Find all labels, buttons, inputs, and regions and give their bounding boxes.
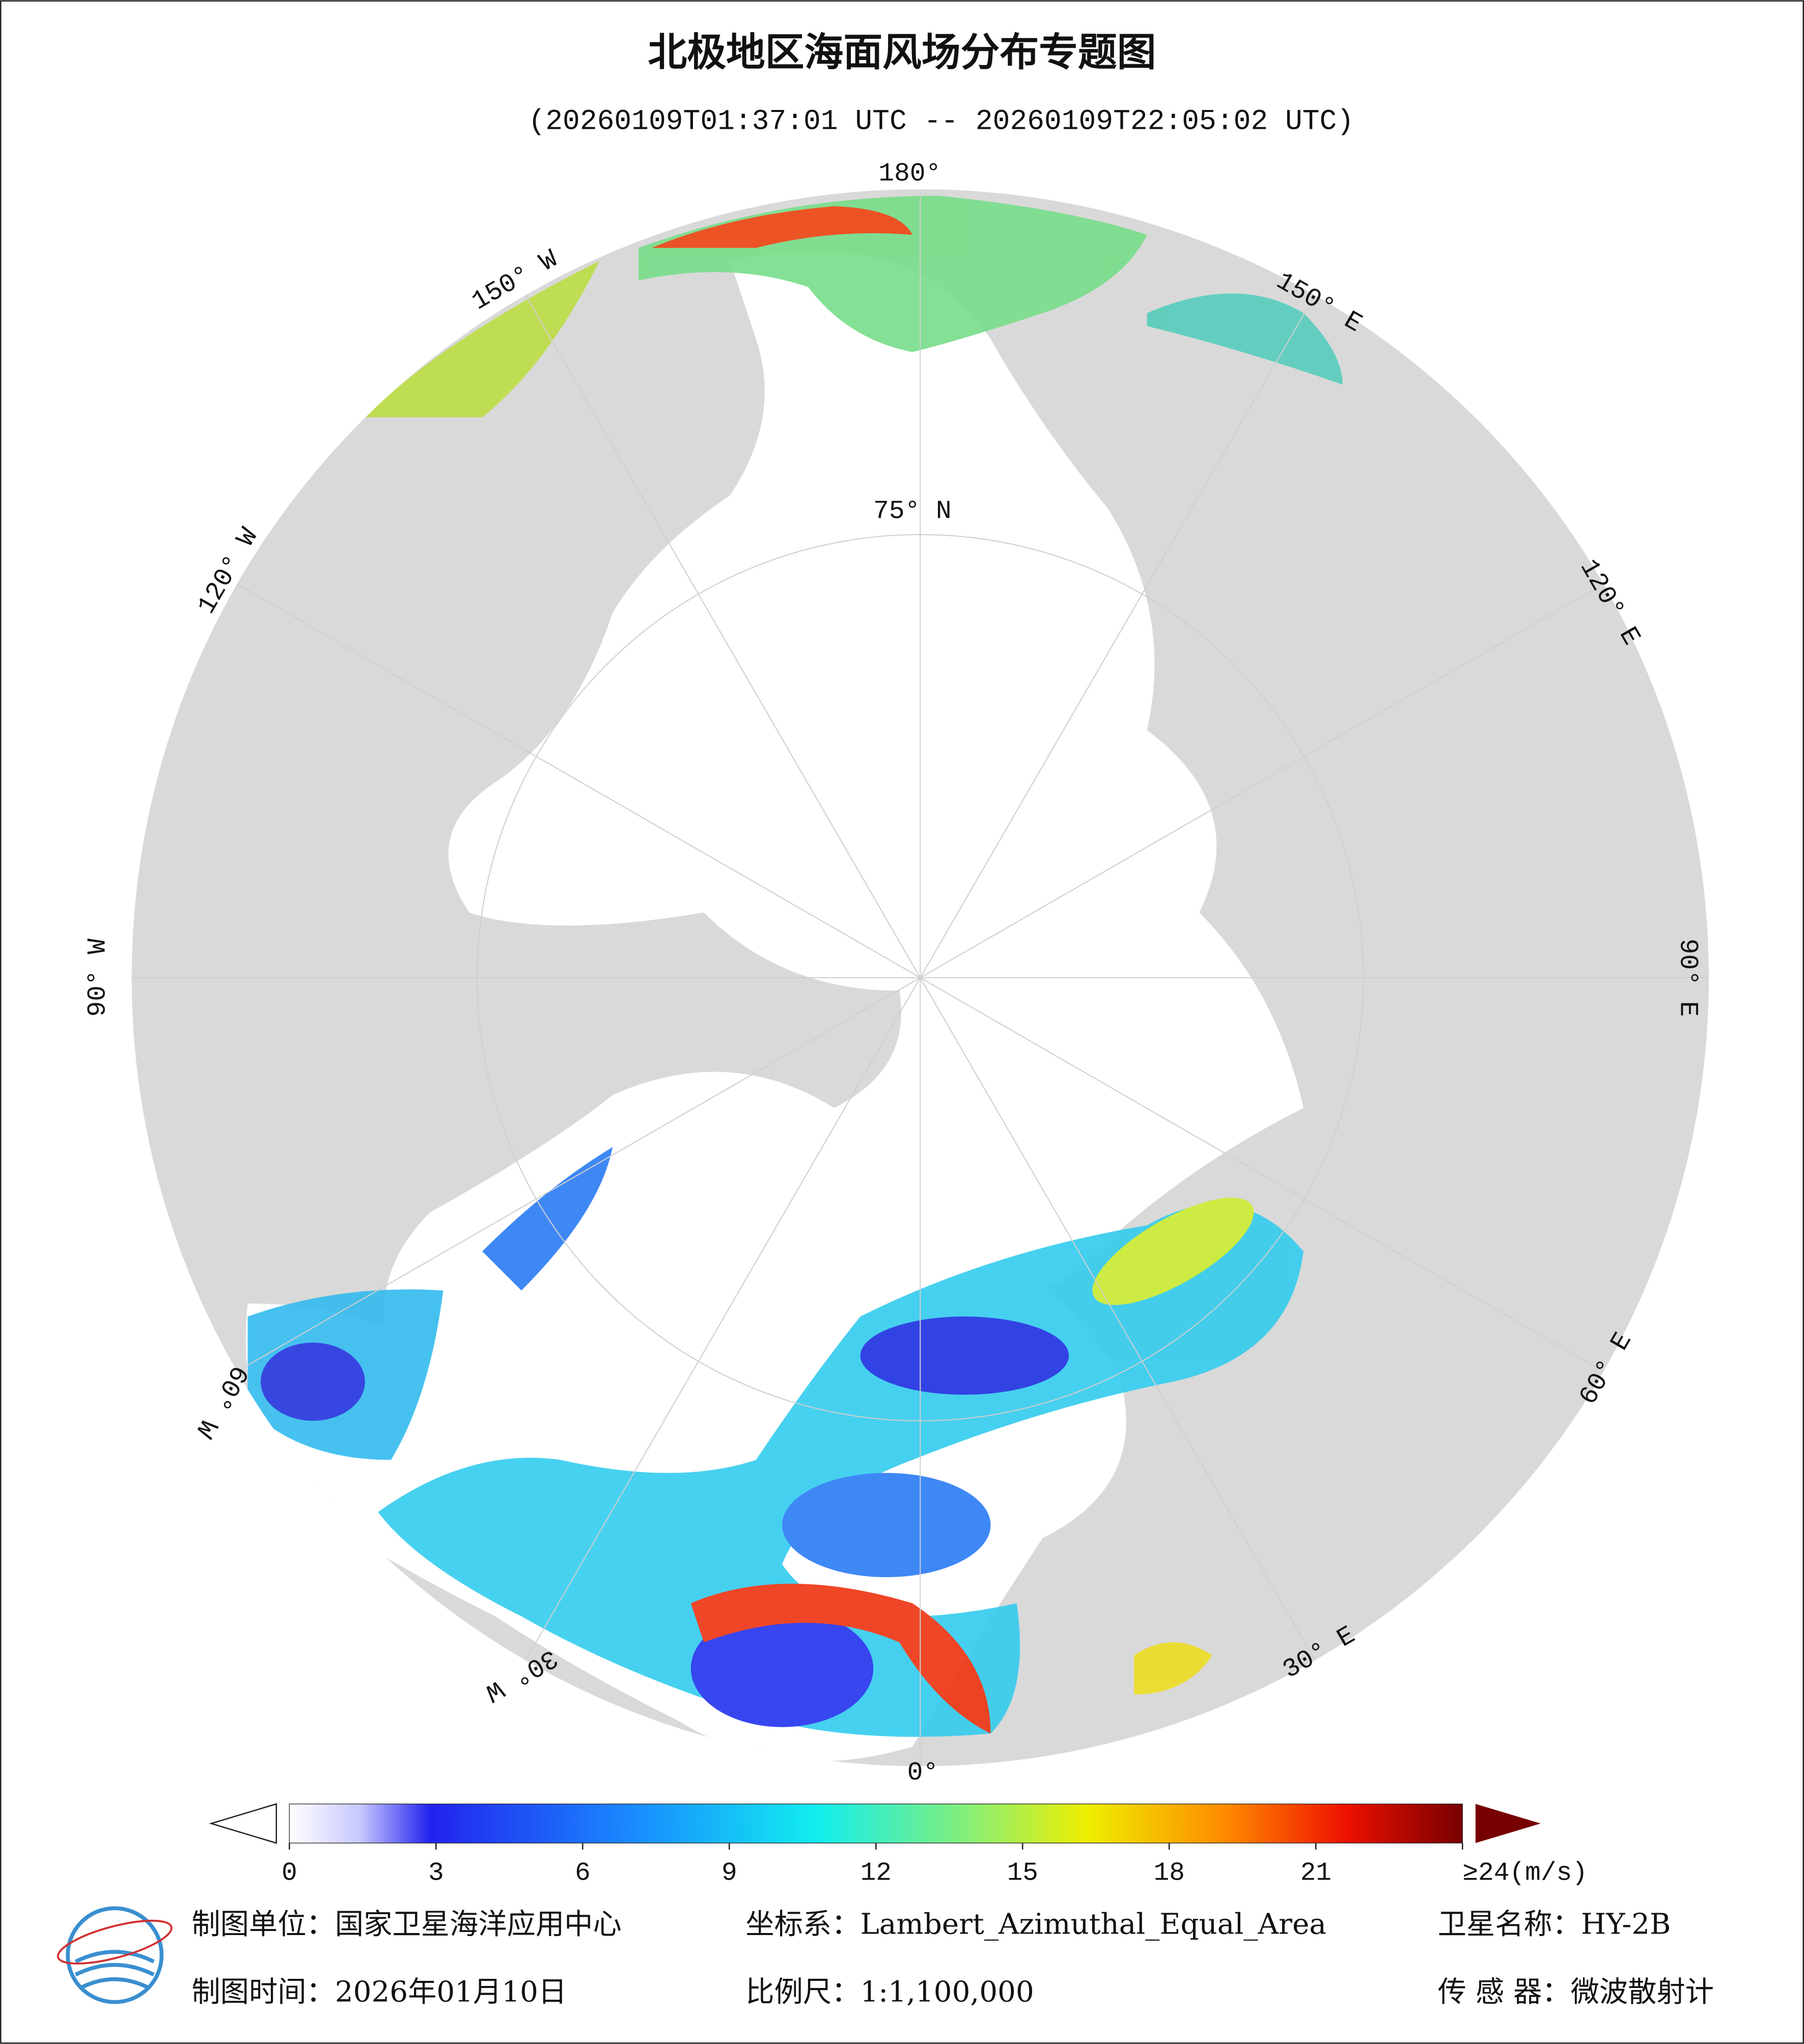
colorbar-max-arrow [1475,1804,1541,1843]
graticule [131,189,1709,1767]
footer-sensor: 传 感 器：微波散射计 [1438,1976,1714,2009]
colorbar-bar [289,1803,1463,1843]
footer-unit: 制图单位：国家卫星海洋应用中心 [191,1908,621,1941]
lat-label: 75° N [873,497,952,526]
wind-field [247,195,1343,1737]
lon-label: 180° [878,159,941,188]
map [131,189,1709,1767]
colorbar-tick-label: 18 [1154,1859,1185,1888]
footer: 制图单位：国家卫星海洋应用中心 坐标系：Lambert_Azimuthal_Eq… [191,1908,1714,2009]
title: 北极地区海面风场分布专题图 [648,30,1156,75]
logo [57,1906,173,2004]
colorbar-min-arrow [209,1803,277,1844]
colorbar-tick-label: 3 [428,1859,444,1888]
ocean [384,251,1303,1499]
footer-projection: 坐标系：Lambert_Azimuthal_Equal_Area [745,1908,1326,1941]
subtitle: (20260109T01:37:01 UTC -- 20260109T22:05… [528,105,1354,137]
colorbar-tick-label: 21 [1300,1859,1331,1888]
lon-label: 90° E [1673,939,1703,1017]
colorbar-tick-label: ≥24(m/s) [1462,1859,1588,1888]
colorbar-tick-label: 0 [282,1859,297,1888]
lon-label: 0° [907,1758,938,1788]
colorbar-tick-label: 6 [575,1859,591,1888]
lon-label: 90° W [84,938,113,1017]
colorbar-tick-label: 9 [721,1859,737,1888]
footer-satellite: 卫星名称：HY-2B [1438,1908,1671,1941]
colorbar-tick-label: 15 [1007,1859,1038,1888]
colorbar: 0 3 6 9 12 15 18 21 ≥24(m/s) [209,1803,1588,1888]
footer-scale: 比例尺：1:1,100,000 [745,1976,1034,2009]
colorbar-tick-label: 12 [861,1859,892,1888]
footer-date: 制图时间：2026年01月10日 [191,1976,567,2009]
